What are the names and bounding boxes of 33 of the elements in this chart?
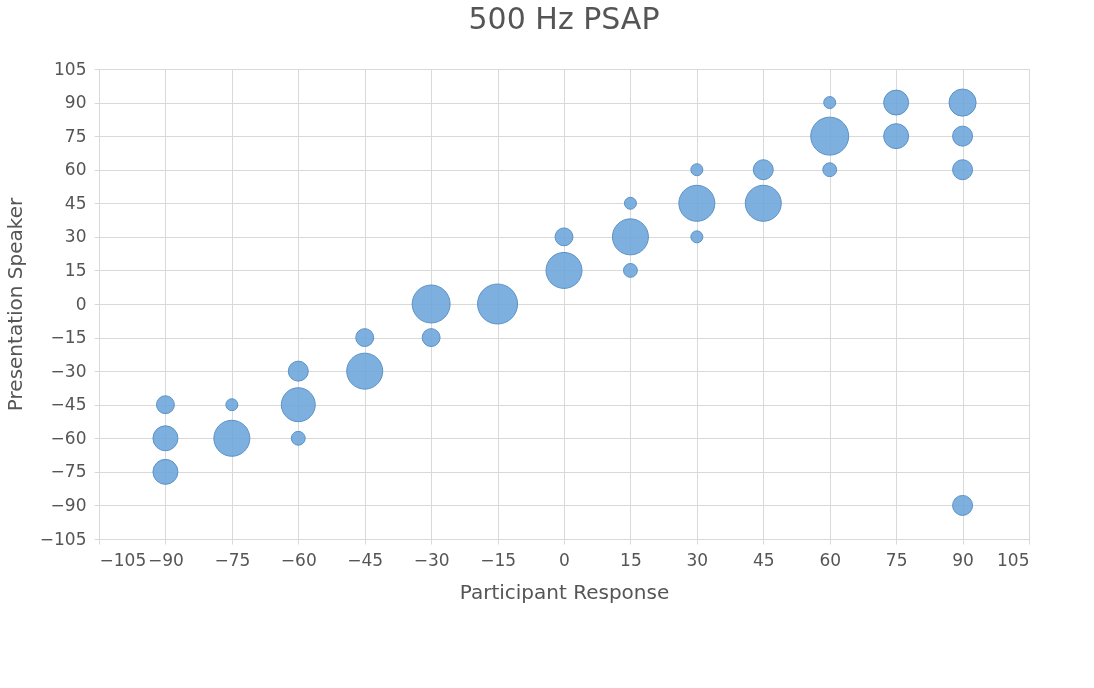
x-tick-label: 30 [686,549,709,570]
y-tick-label: −45 [50,394,87,415]
y-tick-label: −75 [50,461,87,482]
x-tick-label: −75 [214,549,251,570]
x-tick-label: −60 [280,549,317,570]
x-tick-label: 0 [559,549,570,570]
x-tick-label: −45 [347,549,384,570]
x-tick-label: 15 [620,549,642,570]
y-tick-label: −15 [50,327,87,348]
y-tick-label: −30 [50,360,87,381]
y-tick-label: −60 [50,427,87,448]
x-tick-label: 60 [819,549,842,570]
x-tick-label: −30 [413,549,450,570]
chart-title: 500 Hz PSAP [468,1,660,36]
y-tick-label: 75 [64,125,87,146]
x-tick-label: 105 [997,549,1030,570]
y-tick-label: −105 [39,528,87,549]
y-tick-label: 15 [64,259,87,280]
y-tick-label: 90 [64,92,87,113]
x-tick-label: 75 [885,549,908,570]
x-tick-label: −15 [480,549,517,570]
y-tick-label: 60 [64,159,87,180]
y-axis-title: Presentation Speaker [2,197,27,412]
y-tick-label: 0 [75,293,87,314]
x-tick-label: 45 [752,549,775,570]
x-tick-label: −105 [99,549,147,570]
y-tick-label: 105 [54,58,87,79]
y-tick-label: −90 [50,494,87,515]
y-tick-label: 45 [64,192,87,213]
x-axis-title: Participant Response [459,579,670,604]
x-tick-label: −90 [147,549,184,570]
y-tick-label: 30 [64,226,87,247]
x-tick-label: 90 [952,549,974,570]
